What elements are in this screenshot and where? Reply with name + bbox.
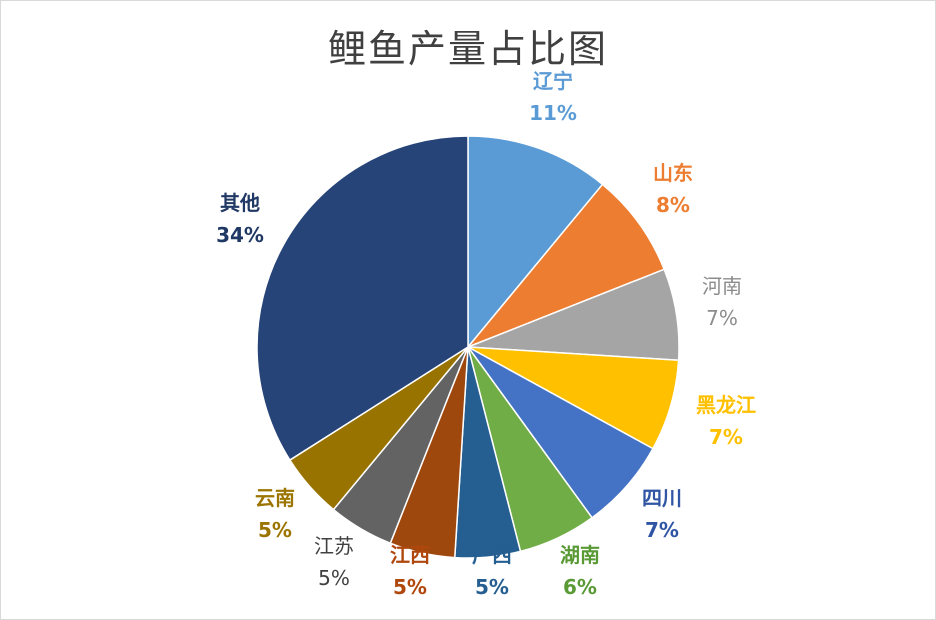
slice-percent-3: 7% bbox=[709, 425, 743, 449]
slice-label-8: 江苏 bbox=[314, 534, 354, 558]
slice-label-1: 山东 bbox=[653, 161, 693, 185]
slice-percent-2: 7% bbox=[706, 306, 738, 330]
slice-label-4: 四川 bbox=[642, 486, 682, 510]
slice-percent-5: 6% bbox=[563, 575, 597, 599]
slice-label-0: 辽宁 bbox=[533, 69, 573, 93]
slice-percent-6: 5% bbox=[475, 575, 509, 599]
slice-percent-9: 5% bbox=[258, 518, 292, 542]
pie-slice-10 bbox=[256, 135, 469, 462]
slice-percent-1: 8% bbox=[656, 193, 690, 217]
chart-title: 鲤鱼产量占比图 bbox=[327, 27, 608, 71]
slice-percent-4: 7% bbox=[645, 518, 679, 542]
pie-slice-0 bbox=[467, 135, 604, 350]
slice-label-3: 黑龙江 bbox=[696, 393, 756, 417]
slice-percent-7: 5% bbox=[393, 575, 427, 599]
slice-label-9: 云南 bbox=[255, 486, 295, 510]
slice-label-10: 其他 bbox=[220, 191, 260, 215]
slice-label-5: 湖南 bbox=[560, 543, 600, 567]
slice-percent-0: 11% bbox=[529, 101, 577, 125]
slice-label-7: 江西 bbox=[390, 543, 430, 567]
slice-label-6: 广西 bbox=[472, 543, 512, 567]
pie-slice-1 bbox=[467, 183, 666, 348]
slice-percent-8: 5% bbox=[318, 566, 350, 590]
slice-label-2: 河南 bbox=[702, 274, 742, 298]
slice-percent-10: 34% bbox=[216, 223, 264, 247]
